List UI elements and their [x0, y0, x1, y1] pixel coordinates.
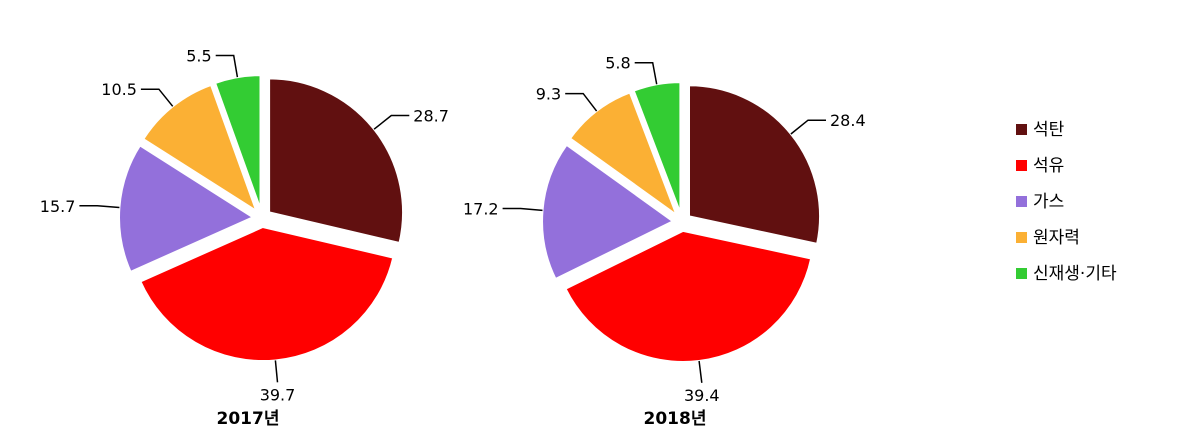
pie-slice-nuclear: [568, 91, 679, 218]
legend-label-nuclear: 원자력: [1033, 228, 1080, 248]
pie-title-2018: 2018년: [644, 409, 707, 429]
pie-slice-renewable: [213, 74, 262, 210]
legend-swatch-nuclear: [1016, 232, 1027, 243]
data-label-renewable: 5.5: [186, 47, 211, 66]
leader-line-oil: [698, 360, 703, 383]
pie-slice-coal: [268, 77, 405, 245]
pie-chart-2018: 28.4 39.4 17.2 9.3 5.8: [463, 54, 866, 405]
legend-swatch-coal: [1016, 124, 1027, 135]
data-label-coal: 28.7: [413, 107, 449, 126]
leader-line-nuclear: [140, 88, 174, 107]
data-label-coal: 28.4: [830, 111, 866, 130]
leader-line-gas: [79, 205, 120, 209]
leader-line-coal: [790, 119, 826, 135]
legend-swatch-renewable: [1016, 268, 1027, 279]
legend-label-oil: 석유: [1033, 156, 1064, 176]
pie-slice-nuclear: [141, 83, 259, 214]
legend-label-renewable: 신재생·기타: [1033, 264, 1117, 284]
leader-line-renewable: [634, 61, 658, 85]
legend-label-coal: 석탄: [1033, 120, 1065, 140]
data-label-oil: 39.4: [684, 386, 720, 405]
legend-swatch-oil: [1016, 160, 1027, 171]
data-label-nuclear: 9.3: [536, 85, 561, 104]
pie-title-2017: 2017년: [217, 409, 280, 429]
leader-line-oil: [274, 360, 279, 383]
leader-line-gas: [502, 207, 543, 212]
data-label-oil: 39.7: [260, 385, 296, 404]
leader-line-coal: [373, 114, 410, 130]
data-label-nuclear: 10.5: [101, 80, 137, 99]
legend-swatch-gas: [1016, 196, 1027, 207]
pie-slice-gas: [541, 143, 675, 281]
leader-line-renewable: [215, 54, 239, 78]
pie-chart-2017: 28.7 39.7 15.7 10.5 5.5: [40, 47, 449, 405]
pie-slice-oil: [139, 225, 395, 363]
data-label-gas: 17.2: [463, 200, 499, 219]
data-label-renewable: 5.8: [605, 54, 630, 73]
legend-label-gas: 가스: [1033, 192, 1064, 212]
pie-slice-coal: [688, 84, 822, 246]
data-label-gas: 15.7: [40, 197, 76, 216]
leader-line-nuclear: [565, 92, 598, 112]
